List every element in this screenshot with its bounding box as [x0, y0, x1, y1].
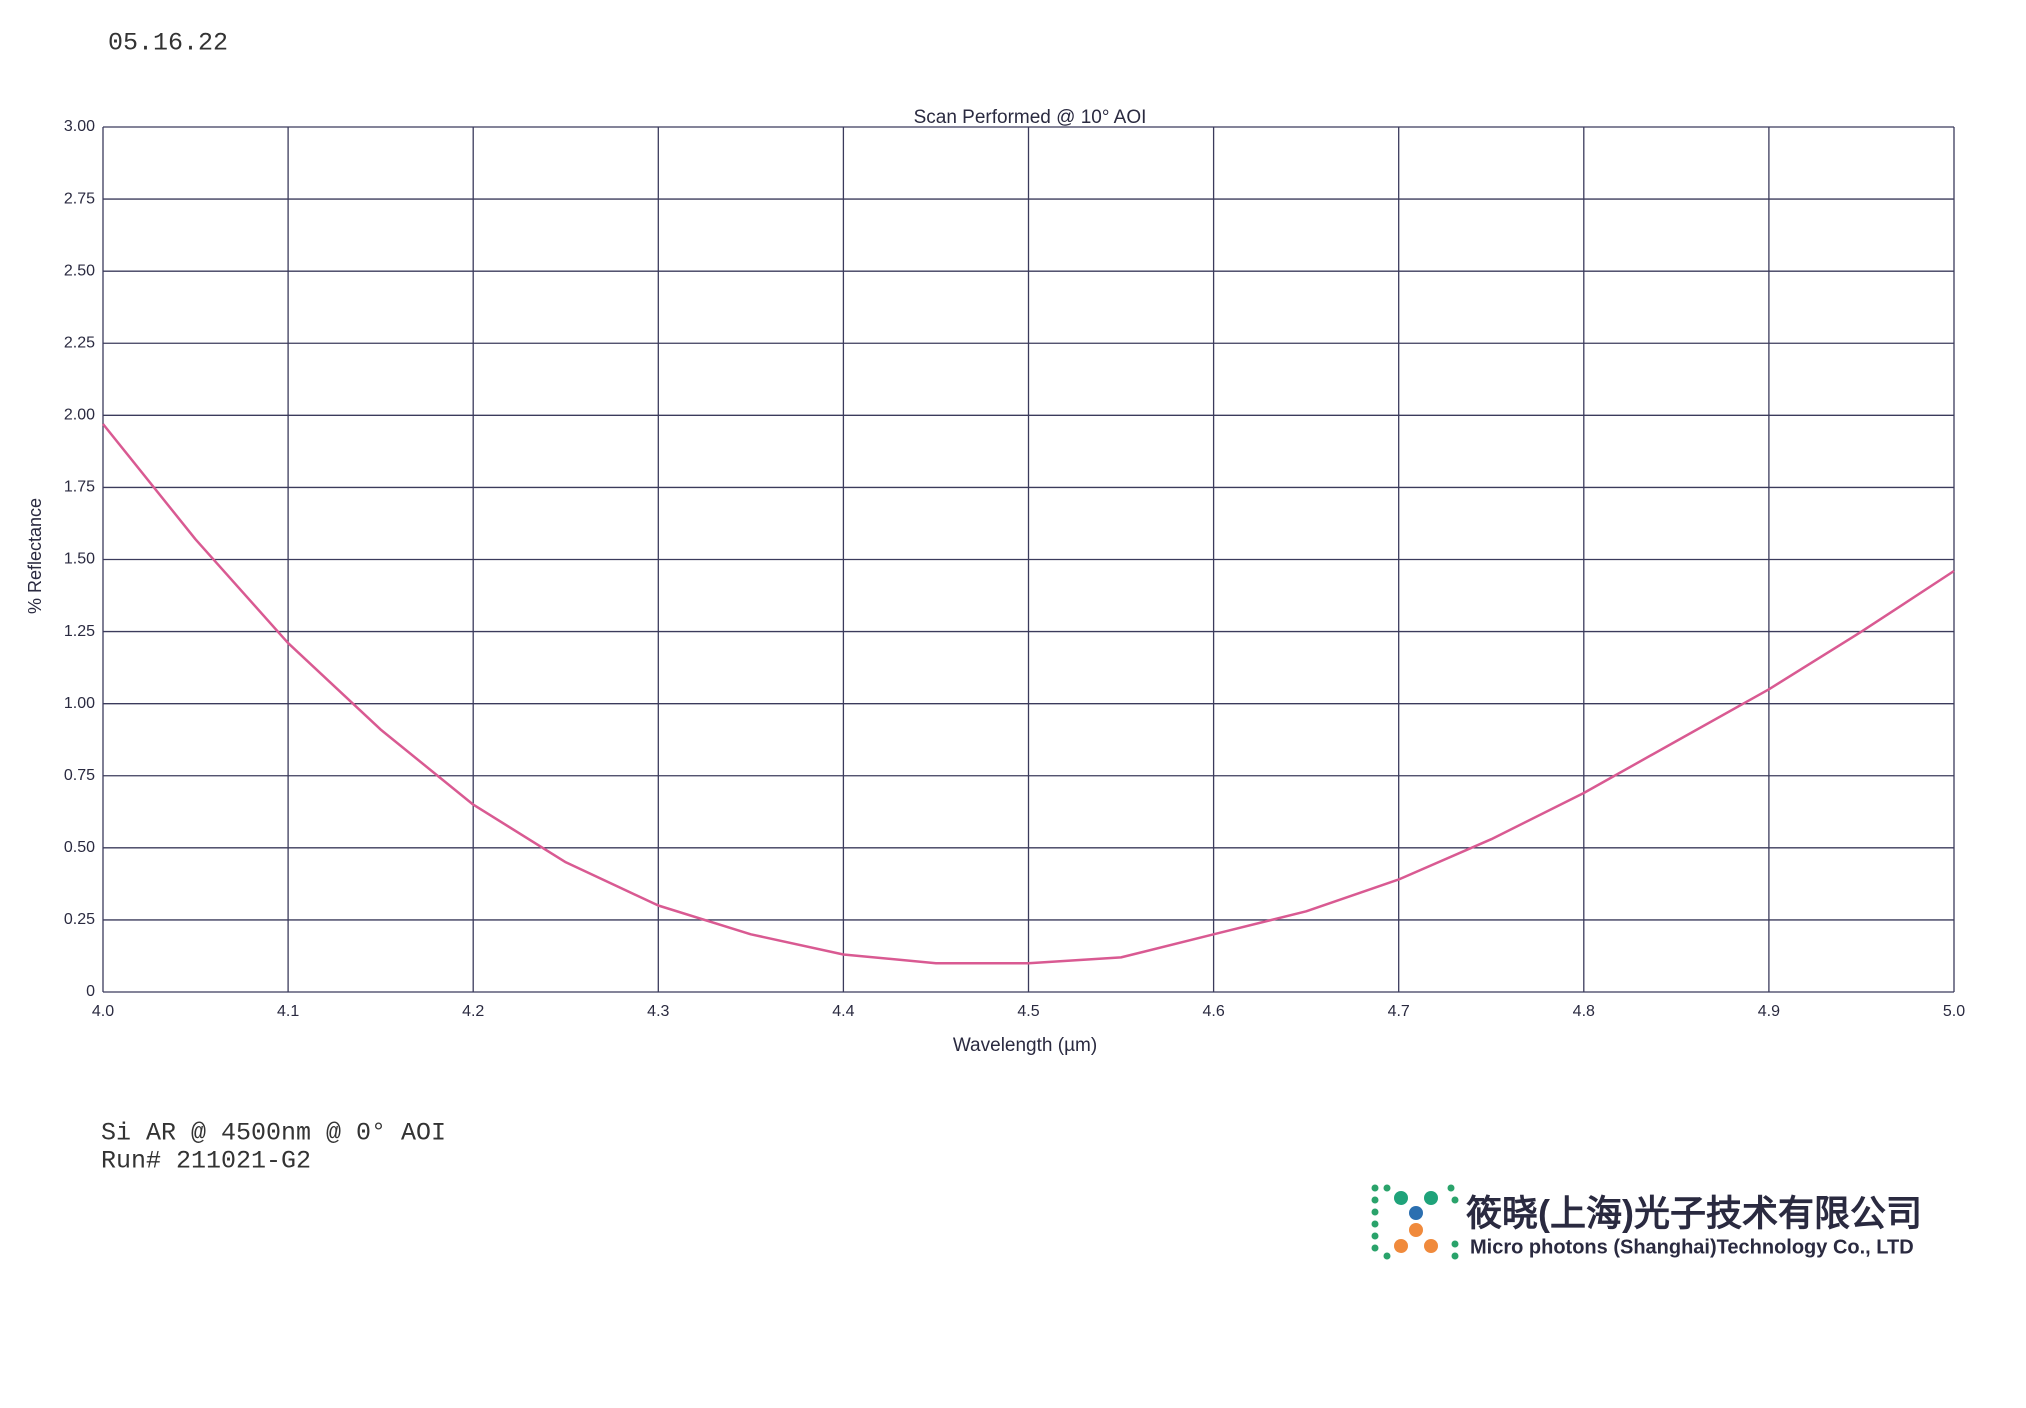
- y-tick-label: 1.50: [64, 551, 95, 568]
- logo-icon: [1371, 1184, 1459, 1260]
- x-tick-label: 4.8: [1573, 1003, 1595, 1020]
- note: Si AR @ 4500nm @ 0° AOI: [101, 1119, 446, 1148]
- chart-title: Scan Performed @ 10° AOI: [914, 107, 1147, 128]
- y-tick-label: 1.00: [64, 695, 95, 712]
- x-tick-label: 4.3: [647, 1003, 669, 1020]
- note: Run# 211021-G2: [101, 1147, 311, 1176]
- y-tick-label: 2.00: [64, 407, 95, 424]
- x-tick-label: 4.5: [1017, 1003, 1039, 1020]
- x-tick-label: 4.7: [1388, 1003, 1410, 1020]
- y-tick-label: 2.25: [64, 334, 95, 351]
- company-name-en: Micro photons (Shanghai)Technology Co., …: [1470, 1236, 1914, 1258]
- y-tick-label: 0.25: [64, 911, 95, 928]
- x-axis-label: Wavelength (µm): [953, 1035, 1097, 1056]
- y-tick-label: 0: [86, 983, 95, 1000]
- x-tick-label: 4.0: [92, 1003, 114, 1020]
- y-tick-label: 2.50: [64, 262, 95, 279]
- y-axis-label: % Reflectance: [25, 498, 45, 614]
- y-tick-label: 1.25: [64, 623, 95, 640]
- y-tick-label: 1.75: [64, 479, 95, 496]
- data-line: [102, 423, 1955, 965]
- y-tick-label: 2.75: [64, 190, 95, 207]
- x-tick-label: 4.1: [277, 1003, 299, 1020]
- x-tick-label: 4.6: [1202, 1003, 1224, 1020]
- x-tick-label: 4.4: [832, 1003, 854, 1020]
- y-tick-label: 0.75: [64, 767, 95, 784]
- x-tick-label: 4.9: [1758, 1003, 1780, 1020]
- x-tick-label: 5.0: [1943, 1003, 1965, 1020]
- y-tick-label: 3.00: [64, 118, 95, 135]
- company-name-cn: 筱晓(上海)光子技术有限公司: [1466, 1193, 1922, 1234]
- date: 05.16.22: [108, 29, 228, 58]
- y-tick-label: 0.50: [64, 839, 95, 856]
- x-tick-label: 4.2: [462, 1003, 484, 1020]
